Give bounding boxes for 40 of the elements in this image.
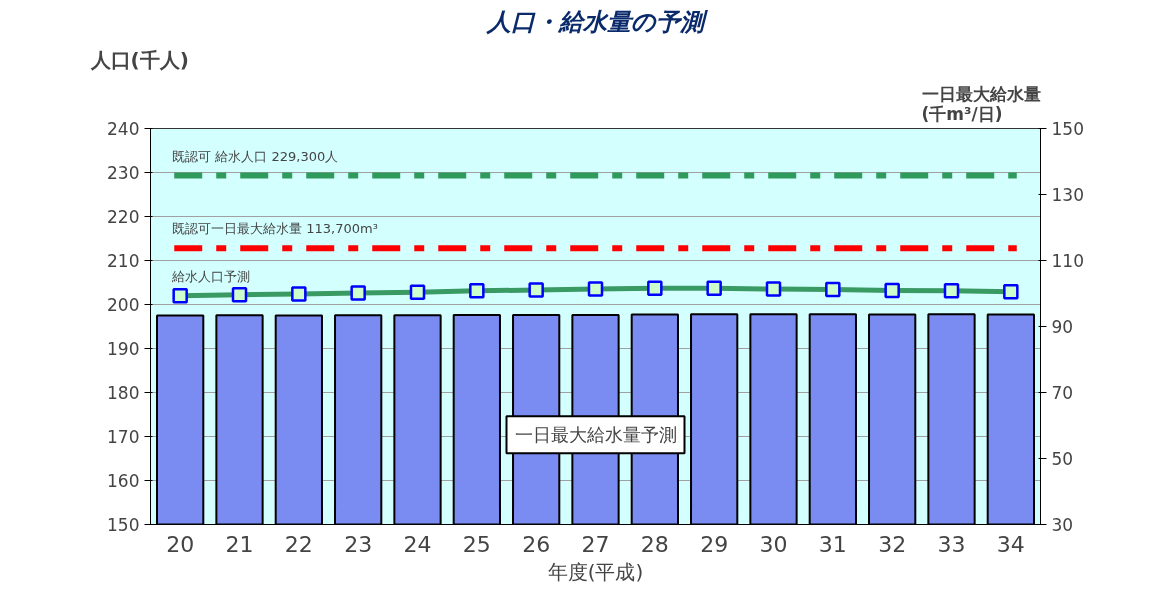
y-tick-label: 170 [107, 427, 140, 447]
x-tick-label: 34 [996, 531, 1025, 557]
y2-tick-label: 110 [1051, 251, 1084, 271]
ref-line-label: 既認可一日最大給水量 113,700m³ [172, 221, 378, 237]
y2-tick-label: 90 [1051, 317, 1074, 337]
y2-tick-label: 50 [1051, 449, 1074, 469]
x-axis-title: 年度(平成) [547, 559, 644, 584]
y-tick-label: 190 [107, 339, 140, 359]
y2-tick-label: 130 [1051, 185, 1084, 205]
x-tick-label: 23 [344, 531, 373, 557]
y-tick-label: 150 [107, 515, 140, 535]
x-tick-label: 25 [462, 531, 491, 557]
x-tick-label: 33 [937, 531, 966, 557]
x-tick-label: 30 [759, 531, 788, 557]
y-tick-label: 230 [107, 163, 140, 183]
series-label: 一日最大給水量予測 [514, 424, 677, 446]
chart-title: 人口・給水量の予測 [486, 7, 709, 36]
y2-tick-label: 150 [1051, 119, 1084, 139]
y-tick-label: 220 [107, 207, 140, 227]
x-tick-label: 26 [522, 531, 551, 557]
series-label: 給水人口予測 [171, 268, 251, 284]
x-tick-label: 31 [818, 531, 847, 557]
x-tick-label: 27 [581, 531, 610, 557]
y-axis-title: 人口(千人) [89, 47, 189, 72]
y-tick-label: 200 [107, 295, 140, 315]
ref-line-label: 既認可 給水人口 229,300人 [172, 148, 339, 164]
y-tick-label: 210 [107, 251, 140, 271]
x-tick-label: 20 [166, 531, 195, 557]
x-tick-label: 29 [700, 531, 729, 557]
y-tick-label: 240 [107, 119, 140, 139]
x-tick-label: 21 [225, 531, 254, 557]
y-tick-label: 180 [107, 383, 140, 403]
x-tick-label: 28 [640, 531, 669, 557]
x-tick-label: 24 [403, 531, 432, 557]
y2-tick-label: 30 [1051, 515, 1074, 535]
y-tick-label: 160 [107, 471, 140, 491]
x-tick-label: 22 [284, 531, 313, 557]
x-tick-label: 32 [878, 531, 907, 557]
y2-axis-title: 一日最大給水量 (千m³/日) [921, 83, 1041, 124]
y2-tick-label: 70 [1051, 383, 1074, 403]
